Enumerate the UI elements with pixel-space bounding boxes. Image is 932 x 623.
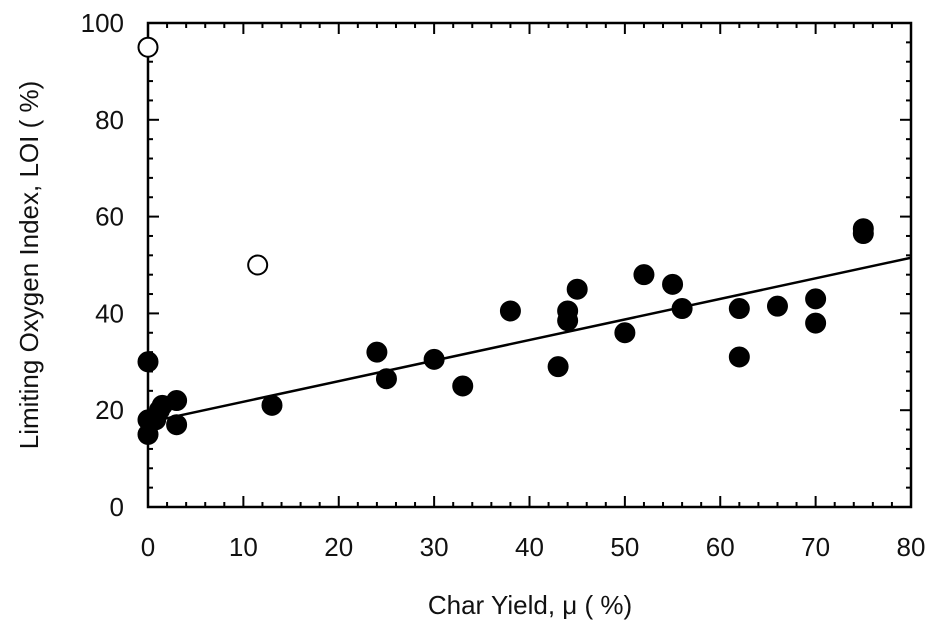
y-axis-label: Limiting Oxygen Index, LOI ( %): [14, 81, 44, 449]
x-tick-label: 70: [801, 532, 830, 562]
data-point: [166, 390, 188, 412]
open-data-point: [137, 36, 159, 58]
y-tick-label: 80: [95, 105, 124, 135]
y-tick-label: 100: [81, 8, 124, 38]
data-point: [166, 414, 188, 436]
y-tick-labels: 0 20 40 60 80 100: [81, 8, 124, 522]
x-tick-label: 60: [706, 532, 735, 562]
data-point: [423, 348, 445, 370]
data-point: [728, 298, 750, 320]
data-point: [805, 312, 827, 334]
data-point: [499, 300, 521, 322]
data-point: [852, 223, 874, 245]
open-data-point: [247, 254, 269, 276]
x-tick-labels: 0 10 20 30 40 50 60 70 80: [141, 532, 926, 562]
y-tick-label: 0: [110, 492, 124, 522]
data-point: [805, 288, 827, 310]
x-tick-label: 20: [324, 532, 353, 562]
y-tick-label: 40: [95, 298, 124, 328]
data-point: [547, 356, 569, 378]
y-tick-label: 60: [95, 202, 124, 232]
x-tick-label: 0: [141, 532, 155, 562]
data-point: [566, 278, 588, 300]
data-point: [366, 341, 388, 363]
y-tick-label: 20: [95, 395, 124, 425]
data-point: [614, 322, 636, 344]
data-points: [137, 36, 874, 445]
x-tick-label: 80: [897, 532, 926, 562]
data-point: [137, 351, 159, 373]
data-point: [766, 295, 788, 317]
x-tick-label: 30: [420, 532, 449, 562]
data-point: [671, 298, 693, 320]
x-tick-label: 10: [229, 532, 258, 562]
axis-ticks: [147, 22, 912, 508]
data-point: [375, 368, 397, 390]
fit-line: [147, 256, 912, 424]
data-point: [633, 264, 655, 286]
x-tick-label: 40: [515, 532, 544, 562]
x-axis-label: Char Yield, μ ( %): [428, 590, 632, 620]
data-point: [728, 346, 750, 368]
data-point: [662, 273, 684, 295]
data-point: [557, 300, 579, 322]
data-point: [452, 375, 474, 397]
fit-line-group: [147, 256, 912, 424]
x-tick-label: 50: [610, 532, 639, 562]
data-point: [261, 394, 283, 416]
